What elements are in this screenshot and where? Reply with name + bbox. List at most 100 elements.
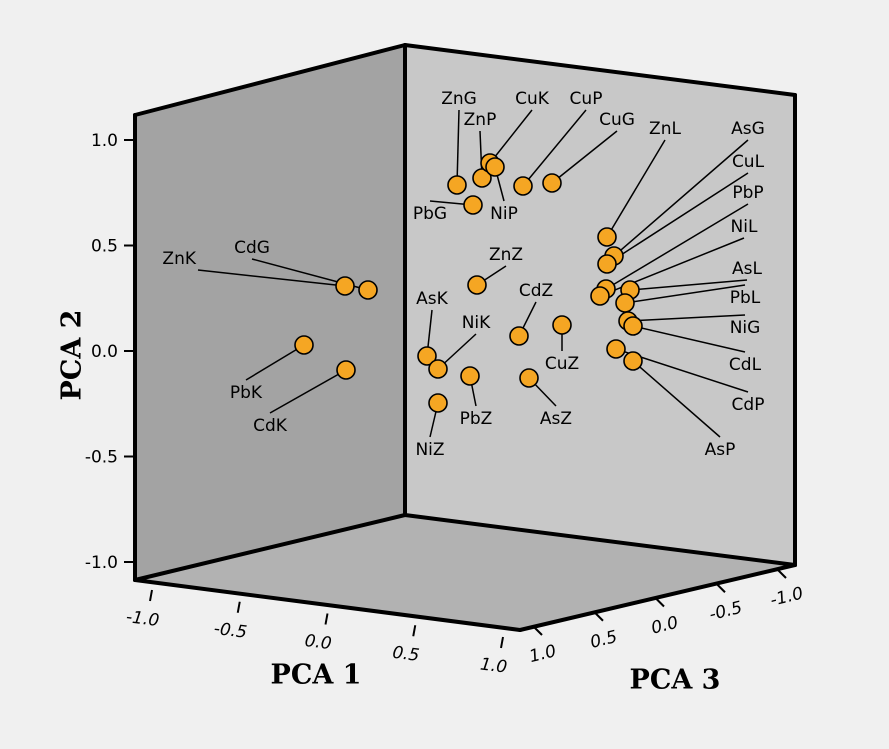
leader-line-znl bbox=[606, 139, 666, 238]
z-tick-mark bbox=[594, 612, 604, 622]
leader-line-nig bbox=[627, 314, 746, 322]
point-label-asp: AsP bbox=[705, 440, 736, 460]
point-asp bbox=[623, 351, 643, 371]
point-label-zng: ZnG bbox=[441, 89, 477, 109]
x-tick-label: -0.5 bbox=[213, 619, 248, 643]
y-tick-label: 1.0 bbox=[91, 131, 118, 151]
point-label-cug: CuG bbox=[599, 110, 635, 130]
point-znz bbox=[467, 275, 487, 295]
z-tick-mark bbox=[777, 569, 787, 579]
z-tick-label: 0.5 bbox=[588, 627, 619, 653]
point-znl bbox=[597, 227, 617, 247]
point-label-nil: NiL bbox=[731, 217, 758, 237]
point-label-pbk: PbK bbox=[230, 383, 263, 403]
z-tick-label: -0.5 bbox=[707, 598, 744, 625]
z-tick-mark bbox=[716, 583, 726, 593]
point-pbg bbox=[463, 195, 483, 215]
y-tick-label: 0.5 bbox=[91, 237, 118, 257]
z-axis-title: PCA 3 bbox=[629, 664, 721, 696]
box-edge bbox=[518, 563, 797, 632]
x-tick-label: -1.0 bbox=[125, 607, 160, 631]
point-cdp bbox=[606, 339, 626, 359]
point-label-asg: AsG bbox=[731, 119, 765, 139]
point-label-nik: NiK bbox=[462, 313, 491, 333]
leader-line-asg bbox=[613, 139, 749, 257]
point-label-nip: NiP bbox=[490, 204, 518, 224]
point-cdg bbox=[358, 280, 378, 300]
z-tick-label: -1.0 bbox=[768, 583, 805, 610]
box-edge bbox=[133, 513, 407, 582]
z-tick-mark bbox=[655, 597, 665, 608]
point-cup bbox=[513, 176, 533, 196]
box-edge bbox=[403, 513, 797, 567]
point-label-cdg: CdG bbox=[234, 238, 270, 258]
x-tick-label: 0.0 bbox=[303, 631, 332, 654]
point-label-ask: AsK bbox=[416, 289, 448, 309]
box-edge bbox=[403, 43, 797, 97]
point-label-pbl: PbL bbox=[730, 288, 761, 308]
leader-line-zng bbox=[456, 109, 460, 186]
x-tick-mark bbox=[500, 636, 504, 649]
x-tick-mark bbox=[149, 589, 153, 602]
point-cdz bbox=[509, 326, 529, 346]
leader-line-pbk bbox=[245, 344, 305, 381]
point-pbl bbox=[615, 293, 635, 313]
point-label-pbz: PbZ bbox=[460, 409, 493, 429]
leader-line-znk bbox=[197, 269, 346, 287]
leader-line-pbp bbox=[605, 203, 749, 290]
point-label-asl: AsL bbox=[732, 259, 762, 279]
point-label-cul: CuL bbox=[732, 152, 765, 172]
z-tick-label: 1.0 bbox=[527, 641, 558, 667]
point-nip bbox=[485, 157, 505, 177]
y-tick-label: -1.0 bbox=[85, 553, 118, 573]
point-cul bbox=[597, 254, 617, 274]
x-tick-mark bbox=[236, 601, 241, 613]
leader-line-cug bbox=[551, 130, 618, 184]
x-tick-mark bbox=[324, 613, 329, 625]
point-asz bbox=[519, 368, 539, 388]
point-cdl bbox=[623, 316, 643, 336]
y-tick-label: 0.0 bbox=[91, 342, 118, 362]
z-tick-mark bbox=[533, 626, 543, 636]
point-cug bbox=[542, 173, 562, 193]
leader-line-asp bbox=[632, 360, 721, 438]
x-tick-label: 1.0 bbox=[479, 654, 508, 677]
y-tick-label: -0.5 bbox=[85, 448, 118, 468]
point-cuz bbox=[552, 315, 572, 335]
point-label-pbp: PbP bbox=[732, 183, 763, 203]
point-label-znz: ZnZ bbox=[489, 245, 523, 265]
leader-line-asl bbox=[629, 279, 748, 291]
point-cdk bbox=[336, 360, 356, 380]
point-znp bbox=[472, 168, 492, 188]
point-nil bbox=[590, 286, 610, 306]
leader-line-cuk bbox=[489, 109, 533, 164]
point-znk bbox=[335, 276, 355, 296]
leader-line-cdk bbox=[269, 369, 347, 414]
leader-line-pbl bbox=[624, 284, 746, 304]
x-axis-title: PCA 1 bbox=[270, 659, 362, 691]
z-tick-label: 0.0 bbox=[649, 613, 680, 639]
point-label-cdl: CdL bbox=[729, 355, 762, 375]
point-label-znl: ZnL bbox=[649, 119, 681, 139]
point-nik bbox=[428, 359, 448, 379]
y-axis-title: PCA 2 bbox=[56, 309, 88, 401]
leader-line-cup bbox=[522, 109, 587, 187]
point-ask bbox=[417, 346, 437, 366]
box-edge bbox=[133, 43, 407, 117]
point-label-cdz: CdZ bbox=[519, 281, 553, 301]
x-tick-mark bbox=[412, 625, 417, 637]
point-label-cup: CuP bbox=[570, 89, 603, 109]
point-pbk bbox=[294, 335, 314, 355]
point-label-znk: ZnK bbox=[162, 249, 196, 269]
point-label-pbg: PbG bbox=[413, 204, 447, 224]
point-label-znp: ZnP bbox=[464, 110, 497, 130]
point-label-cuz: CuZ bbox=[545, 354, 579, 374]
point-niz bbox=[428, 393, 448, 413]
point-label-nig: NiG bbox=[730, 318, 761, 338]
box-edge bbox=[133, 578, 522, 632]
point-pbz bbox=[460, 366, 480, 386]
point-label-cdk: CdK bbox=[253, 416, 288, 436]
point-label-cuk: CuK bbox=[515, 89, 550, 109]
